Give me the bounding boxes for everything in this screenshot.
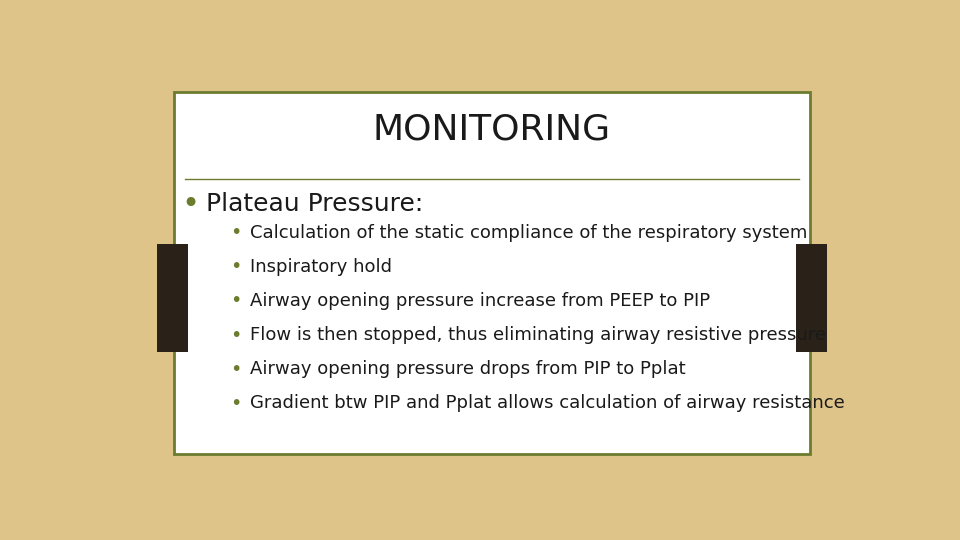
Text: •: • bbox=[229, 223, 241, 242]
Text: •: • bbox=[229, 360, 241, 379]
Text: Inspiratory hold: Inspiratory hold bbox=[251, 258, 393, 276]
Text: Airway opening pressure increase from PEEP to PIP: Airway opening pressure increase from PE… bbox=[251, 292, 710, 310]
Text: •: • bbox=[181, 190, 200, 219]
Text: •: • bbox=[229, 326, 241, 345]
Text: MONITORING: MONITORING bbox=[372, 112, 612, 146]
Text: Plateau Pressure:: Plateau Pressure: bbox=[205, 192, 422, 216]
Text: •: • bbox=[229, 394, 241, 413]
Text: Flow is then stopped, thus eliminating airway resistive pressure: Flow is then stopped, thus eliminating a… bbox=[251, 326, 827, 344]
Bar bbox=[157, 244, 188, 352]
Text: Gradient btw PIP and Pplat allows calculation of airway resistance: Gradient btw PIP and Pplat allows calcul… bbox=[251, 394, 845, 412]
Text: •: • bbox=[229, 292, 241, 310]
FancyBboxPatch shape bbox=[175, 92, 809, 454]
Text: •: • bbox=[229, 258, 241, 276]
Text: Calculation of the static compliance of the respiratory system: Calculation of the static compliance of … bbox=[251, 224, 807, 242]
Bar bbox=[796, 244, 827, 352]
Text: Airway opening pressure drops from PIP to Pplat: Airway opening pressure drops from PIP t… bbox=[251, 360, 685, 378]
